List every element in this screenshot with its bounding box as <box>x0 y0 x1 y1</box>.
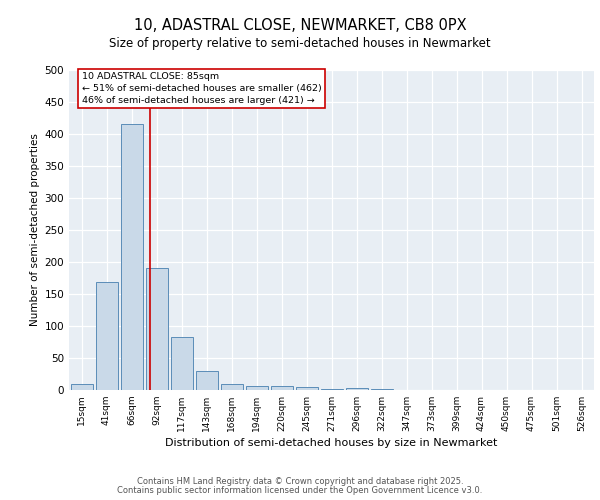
X-axis label: Distribution of semi-detached houses by size in Newmarket: Distribution of semi-detached houses by … <box>166 438 497 448</box>
Bar <box>245 386 268 390</box>
Bar <box>296 388 317 390</box>
Bar <box>320 388 343 390</box>
Bar <box>71 384 92 390</box>
Bar <box>196 371 218 390</box>
Bar <box>271 386 293 390</box>
Bar <box>221 384 242 390</box>
Bar <box>346 388 367 390</box>
Text: 10 ADASTRAL CLOSE: 85sqm
← 51% of semi-detached houses are smaller (462)
46% of : 10 ADASTRAL CLOSE: 85sqm ← 51% of semi-d… <box>82 72 322 104</box>
Text: 10, ADASTRAL CLOSE, NEWMARKET, CB8 0PX: 10, ADASTRAL CLOSE, NEWMARKET, CB8 0PX <box>134 18 466 32</box>
Bar <box>95 282 118 390</box>
Bar <box>170 337 193 390</box>
Bar <box>146 268 167 390</box>
Text: Size of property relative to semi-detached houses in Newmarket: Size of property relative to semi-detach… <box>109 38 491 51</box>
Y-axis label: Number of semi-detached properties: Number of semi-detached properties <box>30 134 40 326</box>
Text: Contains public sector information licensed under the Open Government Licence v3: Contains public sector information licen… <box>118 486 482 495</box>
Bar <box>121 124 143 390</box>
Bar <box>371 388 392 390</box>
Text: Contains HM Land Registry data © Crown copyright and database right 2025.: Contains HM Land Registry data © Crown c… <box>137 477 463 486</box>
